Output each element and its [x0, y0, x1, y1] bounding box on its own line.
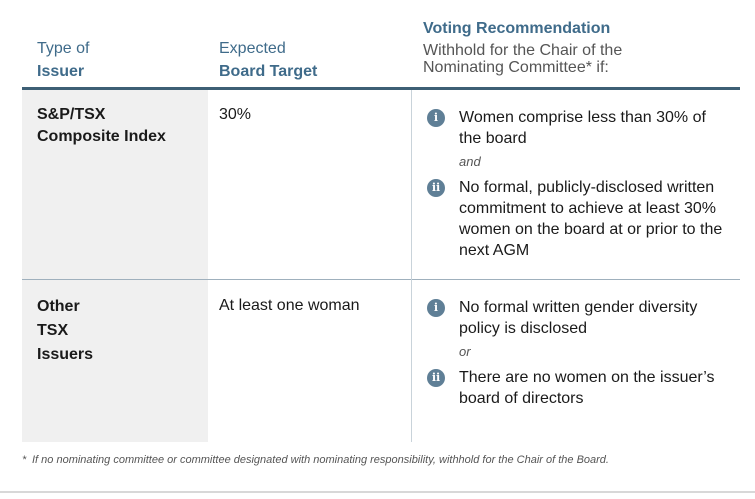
header-target-line1: Expected — [219, 40, 286, 57]
header-voting-sub2: Nominating Committee* if: — [423, 59, 609, 76]
header-voting-title: Voting Recommendation — [423, 20, 611, 37]
roman-numeral-ii-icon: ii — [427, 369, 445, 387]
row2-issuer: Other TSX Issuers — [37, 295, 93, 367]
header-issuer-line2: Issuer — [37, 63, 85, 80]
header-issuer-line1: Type of — [37, 40, 90, 57]
row1-issuer: S&P/TSX Composite Index — [37, 104, 166, 148]
row2-target: At least one woman — [219, 297, 360, 314]
row-divider — [22, 279, 740, 280]
header-voting-sub1: Withhold for the Chair of the — [423, 42, 623, 59]
row2-issuer-line1: Other — [37, 298, 80, 315]
row2-condition-2: ii There are no women on the issuer’s bo… — [427, 367, 727, 409]
header-issuer-type: Type of Issuer — [37, 37, 207, 83]
roman-numeral-ii-icon: ii — [427, 179, 445, 197]
row1-conjunction: and — [459, 154, 481, 169]
row1-recommendation: i Women comprise less than 30% of the bo… — [427, 107, 727, 261]
row1-issuer-line2: Composite Index — [37, 128, 166, 145]
header-board-target: Expected Board Target — [219, 37, 399, 83]
row1-condition-1-text: Women comprise less than 30% of the boar… — [459, 109, 706, 147]
bottom-rule — [0, 491, 755, 493]
row1-condition-1: i Women comprise less than 30% of the bo… — [427, 107, 727, 149]
row2-issuer-line2: TSX — [37, 322, 69, 339]
row2-issuer-line3: Issuers — [37, 346, 94, 363]
row2-condition-2-text: There are no women on the issuer’s board… — [459, 369, 715, 407]
footnote-text: If no nominating committee or committee … — [32, 454, 609, 466]
row2-issuer-shade — [22, 280, 208, 442]
row1-condition-2-text: No formal, publicly-disclosed written co… — [459, 179, 723, 259]
header-rule — [22, 87, 740, 90]
row2-recommendation: i No formal written gender diversity pol… — [427, 297, 727, 409]
row1-target: 30% — [219, 106, 252, 123]
row2-condition-1: i No formal written gender diversity pol… — [427, 297, 727, 339]
column-divider — [411, 90, 412, 442]
roman-numeral-i-icon: i — [427, 299, 445, 317]
row2-conjunction: or — [459, 344, 471, 359]
header-target-line2: Board Target — [219, 63, 318, 80]
row1-issuer-line1: S&P/TSX — [37, 106, 106, 123]
footnote-asterisk: * — [22, 454, 27, 466]
header-voting-recommendation: Voting Recommendation Withhold for the C… — [423, 19, 743, 76]
row1-issuer-shade — [22, 90, 208, 279]
roman-numeral-i-icon: i — [427, 109, 445, 127]
row2-condition-1-text: No formal written gender diversity polic… — [459, 299, 698, 337]
footnote: * If no nominating committee or committe… — [22, 453, 722, 468]
row1-condition-2: ii No formal, publicly-disclosed written… — [427, 177, 727, 261]
